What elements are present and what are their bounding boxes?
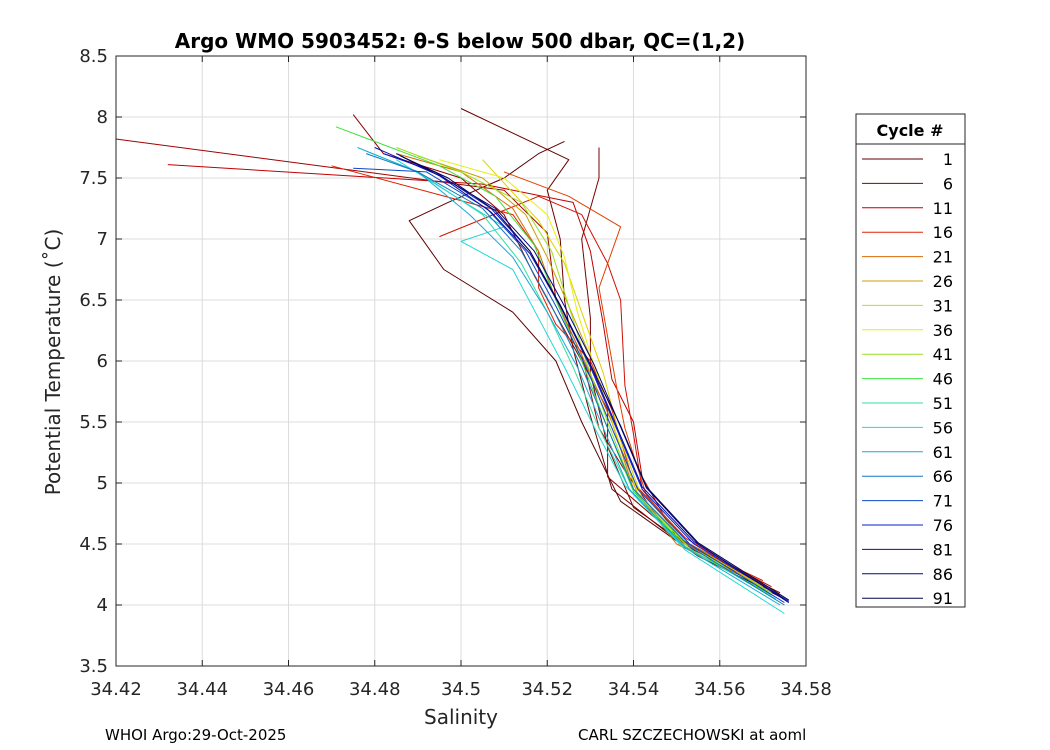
y-axis-label: Potential Temperature (˚C) <box>41 229 65 496</box>
legend-label: 26 <box>933 272 953 291</box>
legend-label: 36 <box>933 321 953 340</box>
x-tick-label: 34.48 <box>349 679 401 700</box>
series-line-cycle-41 <box>396 147 772 594</box>
legend-label: 86 <box>933 565 953 584</box>
legend-label: 11 <box>933 199 953 218</box>
y-tick-label: 6 <box>97 351 108 372</box>
series-line-cycle-66 <box>365 153 785 606</box>
y-tick-label: 7 <box>97 229 108 250</box>
y-tick-label: 5 <box>97 473 108 494</box>
legend-label: 41 <box>933 345 953 364</box>
legend-label: 6 <box>943 174 953 193</box>
series-line-cycle-18 <box>503 171 764 584</box>
y-tick-label: 3.5 <box>79 656 108 677</box>
series-line-cycle-91 <box>400 155 790 601</box>
y-tick-label: 5.5 <box>79 412 108 433</box>
series-line-cycle-56 <box>396 159 785 614</box>
footer-left: WHOI Argo:29-Oct-2025 <box>105 726 286 744</box>
plot-frame <box>115 55 807 667</box>
legend-label: 21 <box>933 248 953 267</box>
legend-label: 76 <box>933 516 953 535</box>
y-tick-label: 6.5 <box>79 290 108 311</box>
legend-label: 46 <box>933 370 953 389</box>
y-tick-label: 7.5 <box>79 168 108 189</box>
x-tick-label: 34.44 <box>176 679 228 700</box>
x-tick-label: 34.5 <box>441 679 481 700</box>
plot-axes: 34.42 34.44 34.46 34.48 34.5 34.52 34.54 34.56 3… <box>79 46 831 700</box>
x-tick-label: 34.56 <box>694 679 746 700</box>
footer-right: CARL SZCZECHOWSKI at aoml <box>578 726 806 744</box>
series-line-cycle-76 <box>383 153 790 602</box>
y-tick-labels: 3.5 4 4.5 5 5.5 6 6.5 7 7.5 8 8.5 <box>79 46 108 677</box>
series-line-cycle-31 <box>482 159 764 588</box>
legend-label: 61 <box>933 443 953 462</box>
x-tick-label: 34.52 <box>521 679 573 700</box>
y-tick-label: 4.5 <box>79 534 108 555</box>
legend-label: 1 <box>943 150 953 169</box>
legend-label: 56 <box>933 418 953 437</box>
series-layer <box>115 108 790 614</box>
legend-label: 51 <box>933 394 953 413</box>
x-tick-label: 34.58 <box>780 679 832 700</box>
legend: Cycle # 16111621263136414651566166717681… <box>855 113 966 608</box>
x-tick-label: 34.54 <box>608 679 660 700</box>
series-line-cycle-46 <box>335 126 772 596</box>
legend-title: Cycle # <box>877 121 944 140</box>
y-tick-label: 4 <box>97 595 108 616</box>
series-line-cycle-61 <box>357 147 781 606</box>
x-tick-label: 34.46 <box>263 679 315 700</box>
legend-label: 71 <box>933 492 953 511</box>
legend-label: 91 <box>933 589 953 608</box>
x-axis-label: Salinity <box>424 705 498 729</box>
legend-label: 66 <box>933 467 953 486</box>
x-tick-label: 34.42 <box>90 679 142 700</box>
legend-label: 16 <box>933 223 953 242</box>
legend-label: 31 <box>933 296 953 315</box>
x-tick-labels: 34.42 34.44 34.46 34.48 34.5 34.52 34.54 34.56 3… <box>90 679 832 700</box>
chart-title: Argo WMO 5903452: θ-S below 500 dbar, QC… <box>175 29 745 53</box>
legend-label: 81 <box>933 540 953 559</box>
y-tick-label: 8 <box>97 107 108 128</box>
series-line-cycle-71 <box>353 167 785 604</box>
y-tick-label: 8.5 <box>79 46 108 67</box>
